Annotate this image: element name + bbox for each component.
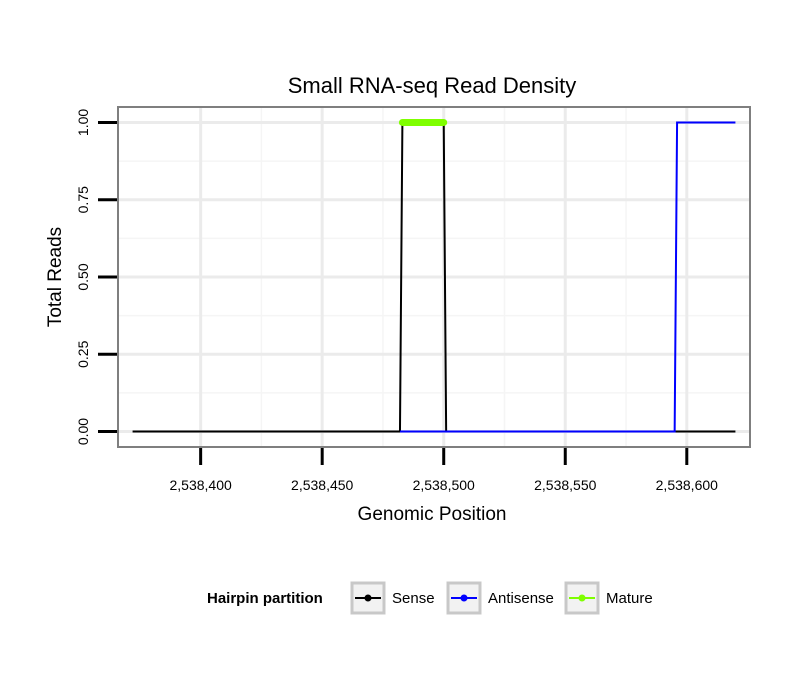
y-tick-label: 0.00 (75, 418, 91, 445)
y-tick-label: 0.75 (75, 186, 91, 213)
y-tick-label: 0.25 (75, 340, 91, 367)
x-axis: 2,538,400 2,538,450 2,538,500 2,538,550 2,53… (169, 448, 718, 493)
legend-items: Sense Antisense Mature (350, 581, 653, 615)
legend-key-dot (578, 594, 586, 602)
legend-key-dot (460, 594, 468, 602)
x-tick-label: 2,538,550 (534, 477, 596, 493)
legend-label-mature: Mature (606, 590, 653, 607)
x-tick-label: 2,538,500 (413, 477, 475, 493)
x-tick-label: 2,538,600 (656, 477, 718, 493)
data-series (132, 118, 736, 433)
y-tick-label: 0.50 (75, 263, 91, 290)
y-axis-title: Total Reads (45, 227, 66, 327)
legend: Hairpin partition Sense Antisense Mature (207, 581, 653, 615)
legend-key-dot (364, 594, 372, 602)
x-tick-label: 2,538,450 (291, 477, 353, 493)
chart-title: Small RNA-seq Read Density (288, 73, 577, 98)
y-tick-label: 1.00 (75, 109, 91, 136)
legend-label-antisense: Antisense (488, 590, 554, 607)
x-axis-title: Genomic Position (358, 504, 507, 525)
x-tick-label: 2,538,400 (169, 477, 231, 493)
legend-label-sense: Sense (392, 590, 435, 607)
legend-title: Hairpin partition (207, 590, 323, 607)
y-axis: 0.00 0.25 0.50 0.75 1.00 (75, 109, 117, 445)
series-line-antisense (399, 121, 736, 433)
